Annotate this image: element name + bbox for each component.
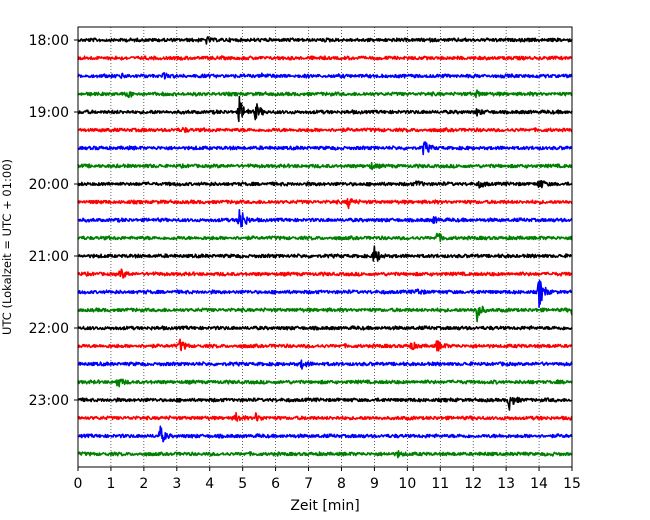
seismic-trace-2045 xyxy=(77,232,573,243)
seismic-trace-2315 xyxy=(77,411,573,422)
seismic-trace-2245 xyxy=(77,378,573,388)
y-tick-label: 20:00 xyxy=(29,177,69,193)
y-axis-label: UTC (Lokalzeit = UTC + 01:00) xyxy=(0,159,14,335)
seismic-trace-2300 xyxy=(77,396,573,411)
seismic-trace-2230 xyxy=(77,359,573,370)
x-tick-label: 5 xyxy=(238,476,247,492)
seismic-trace-1800 xyxy=(77,36,573,45)
x-tick-label: 6 xyxy=(271,476,280,492)
seismic-trace-1900 xyxy=(77,95,573,123)
y-tick-label: 22:00 xyxy=(29,321,69,337)
x-tick-label: 15 xyxy=(563,476,581,492)
seismic-trace-2030 xyxy=(77,208,573,228)
seismic-trace-2015 xyxy=(77,198,573,210)
seismic-trace-2000 xyxy=(77,179,573,189)
x-tick-label: 8 xyxy=(337,476,346,492)
seismic-trace-2100 xyxy=(77,245,573,262)
x-tick-label: 9 xyxy=(370,476,379,492)
seismic-trace-2115 xyxy=(77,268,573,279)
y-tick-label: 18:00 xyxy=(29,33,69,49)
y-axis-ticks: 18:00 19:00 20:00 21:00 22:00 23:00 xyxy=(29,33,78,409)
seismic-trace-1830 xyxy=(77,71,573,80)
plot-frame xyxy=(77,26,573,468)
x-tick-label: 11 xyxy=(431,476,449,492)
x-tick-label: 10 xyxy=(398,476,416,492)
x-tick-label: 2 xyxy=(139,476,148,492)
seismic-trace-2130 xyxy=(77,279,573,309)
x-tick-label: 1 xyxy=(106,476,115,492)
x-tick-label: 0 xyxy=(74,476,83,492)
seismic-trace-1945 xyxy=(77,161,573,171)
x-tick-label: 12 xyxy=(464,476,482,492)
seismic-trace-2215 xyxy=(77,338,573,352)
seismic-trace-2145 xyxy=(77,305,573,323)
seismic-trace-1915 xyxy=(77,126,573,134)
x-axis-label: Zeit [min] xyxy=(290,498,359,514)
x-tick-label: 13 xyxy=(497,476,515,492)
seismic-trace-1815 xyxy=(77,55,573,61)
seismic-trace-2345 xyxy=(77,450,573,459)
x-tick-label: 14 xyxy=(530,476,548,492)
x-tick-label: 3 xyxy=(172,476,181,492)
y-tick-label: 21:00 xyxy=(29,249,69,265)
seismic-trace-1845 xyxy=(77,89,573,99)
trace-layer xyxy=(77,36,573,459)
grid-lines xyxy=(110,27,540,467)
seismic-trace-2330 xyxy=(77,425,573,443)
x-tick-label: 4 xyxy=(205,476,214,492)
y-tick-label: 19:00 xyxy=(29,105,69,121)
x-axis-ticks: 0 1 2 3 4 5 6 7 8 9 10 11 12 13 14 15 xyxy=(74,467,581,492)
seismic-trace-1930 xyxy=(77,141,573,156)
x-tick-label: 7 xyxy=(304,476,313,492)
y-tick-label: 23:00 xyxy=(29,393,69,409)
seismic-trace-2200 xyxy=(77,325,573,331)
